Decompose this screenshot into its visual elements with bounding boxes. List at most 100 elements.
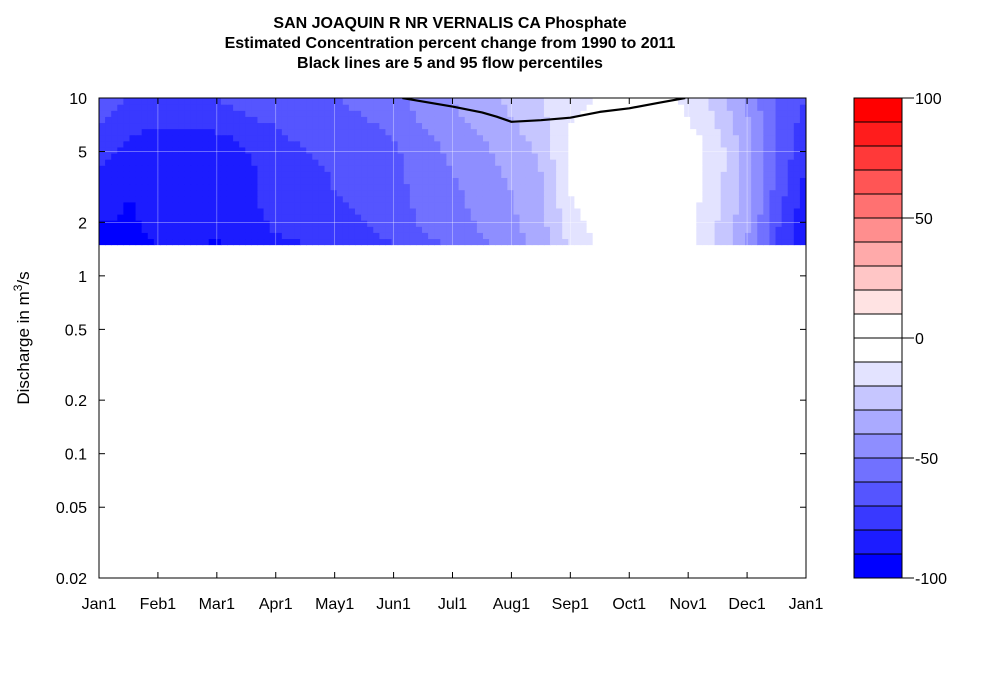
heatmap-cell <box>361 104 368 111</box>
heatmap-cell <box>635 207 643 215</box>
heatmap-cell <box>690 110 697 117</box>
heatmap-cell <box>507 189 515 197</box>
heatmap-cell <box>604 134 612 142</box>
heatmap-cell <box>178 134 185 142</box>
heatmap-cell <box>574 226 582 233</box>
heatmap-cell <box>440 152 447 160</box>
heatmap-cell <box>501 152 508 160</box>
heatmap-cell <box>659 140 667 148</box>
heatmap-cell <box>220 159 228 166</box>
heatmap-cell <box>391 177 399 185</box>
heatmap-cell <box>178 140 185 148</box>
heatmap-cell <box>141 122 149 130</box>
heatmap-cell <box>385 201 393 209</box>
heatmap-cell <box>543 238 551 246</box>
heatmap-cell <box>769 201 777 209</box>
heatmap-cell <box>745 214 752 221</box>
heatmap-cell <box>129 226 137 233</box>
heatmap-cell <box>172 171 179 178</box>
heatmap-cell <box>342 177 350 185</box>
heatmap-cell <box>641 104 649 111</box>
heatmap-cell <box>738 238 746 246</box>
heatmap-cell <box>769 122 777 130</box>
heatmap-cell <box>525 177 533 185</box>
heatmap-cell <box>586 140 594 148</box>
heatmap-cell <box>562 171 569 178</box>
heatmap-cell <box>123 207 131 215</box>
heatmap-cell <box>653 177 661 185</box>
heatmap-cell <box>196 104 204 111</box>
heatmap-cell <box>696 159 703 166</box>
heatmap-cell <box>531 140 539 148</box>
heatmap-cell <box>684 116 691 124</box>
heatmap-cell <box>434 134 441 142</box>
heatmap-cell <box>220 116 228 124</box>
heatmap-cell <box>793 177 801 185</box>
heatmap-cell <box>684 104 691 111</box>
heatmap-cell <box>135 140 143 148</box>
heatmap-cell <box>336 214 344 221</box>
heatmap-cell <box>172 232 179 240</box>
heatmap-cell <box>342 104 350 111</box>
heatmap-cell <box>635 134 643 142</box>
heatmap-cell <box>99 238 106 246</box>
axis-ticks: Jan1 Feb1 Mar1 Apr1 May1 Jun1 Jul1 Aug1 Sep1 Oct1… <box>56 91 824 613</box>
heatmap-cell <box>617 232 624 240</box>
heatmap-cell <box>409 159 417 166</box>
heatmap-cell <box>294 195 301 203</box>
heatmap-cell <box>476 98 484 105</box>
heatmap-cell <box>422 214 429 221</box>
heatmap-cell <box>208 122 216 130</box>
heatmap-cell <box>641 214 649 221</box>
heatmap-cell <box>659 146 667 154</box>
heatmap-cell <box>495 226 502 233</box>
heatmap-cell <box>671 232 679 240</box>
heatmap-cell <box>513 134 521 142</box>
heatmap-cell <box>775 104 783 111</box>
heatmap-cell <box>123 171 131 178</box>
heatmap-cell <box>787 104 795 111</box>
heatmap-cell <box>793 116 801 124</box>
heatmap-cell <box>99 128 106 136</box>
heatmap-cell <box>123 122 131 130</box>
heatmap-cell <box>464 128 472 136</box>
heatmap-cell <box>659 159 667 166</box>
heatmap-cell <box>184 128 192 136</box>
heatmap-cell <box>775 214 783 221</box>
heatmap-cell <box>391 183 399 191</box>
heatmap-cell <box>202 201 210 209</box>
heatmap-cell <box>671 207 679 215</box>
heatmap-cell <box>464 140 472 148</box>
heatmap-cell <box>385 183 393 191</box>
heatmap-cell <box>208 165 216 172</box>
heatmap-cell <box>300 207 307 215</box>
heatmap-cell <box>190 195 198 203</box>
heatmap-cell <box>348 159 356 166</box>
heatmap-cell <box>787 214 795 221</box>
heatmap-cell <box>550 165 557 172</box>
heatmap-cell <box>550 171 557 178</box>
heatmap-cell <box>348 238 356 246</box>
heatmap-cell <box>489 183 496 191</box>
heatmap-cell <box>324 116 332 124</box>
heatmap-cell <box>452 128 460 136</box>
heatmap-cell <box>446 146 454 154</box>
heatmap-cell <box>166 214 173 221</box>
heatmap-cell <box>306 171 313 178</box>
heatmap-cell <box>306 165 313 172</box>
heatmap-cell <box>678 238 685 246</box>
heatmap-cell <box>745 207 752 215</box>
heatmap-cell <box>318 183 326 191</box>
heatmap-cell <box>763 201 771 209</box>
heatmap-cell <box>409 214 417 221</box>
heatmap-cell <box>647 232 655 240</box>
heatmap-cell <box>720 146 728 154</box>
y-tick-label: 0.1 <box>65 447 87 464</box>
heatmap-cell <box>129 159 137 166</box>
heatmap-cell <box>190 116 198 124</box>
heatmap-cell <box>379 214 387 221</box>
heatmap-cell <box>391 207 399 215</box>
heatmap-cell <box>617 98 624 105</box>
heatmap-cell <box>409 152 417 160</box>
heatmap-cell <box>111 165 118 172</box>
